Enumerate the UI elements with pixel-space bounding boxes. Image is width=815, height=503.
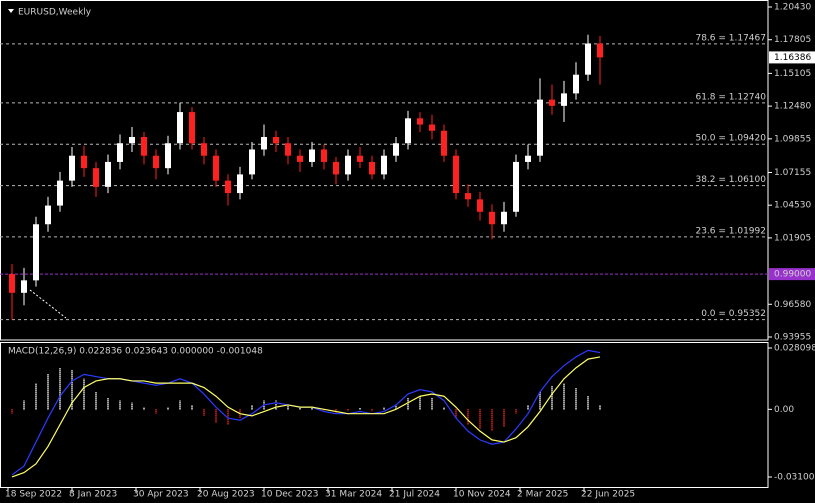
candle-body bbox=[69, 155, 75, 181]
chart-title: EURUSD,Weekly bbox=[18, 8, 92, 18]
y-tick-label: -0.031008 bbox=[774, 473, 815, 483]
candle-body bbox=[45, 205, 51, 225]
macd-pane-frame bbox=[0, 342, 769, 488]
candle-body bbox=[249, 149, 255, 175]
candle-body bbox=[357, 155, 363, 162]
candle-body bbox=[285, 143, 291, 156]
y-tick-label: 0.00 bbox=[774, 405, 794, 415]
y-tick-label: 1.07155 bbox=[774, 168, 811, 178]
candle-body bbox=[165, 143, 171, 169]
x-tick-label: 31 Mar 2024 bbox=[325, 490, 382, 500]
x-tick-label: 2 Mar 2025 bbox=[517, 490, 568, 500]
current-price-label: 1.16386 bbox=[774, 53, 811, 63]
current-price-box bbox=[769, 51, 815, 64]
fib-label: 23.6 = 1.01992 bbox=[695, 226, 766, 236]
fib-label: 78.6 = 1.17467 bbox=[695, 33, 766, 43]
y-tick-label: 1.04530 bbox=[774, 201, 811, 211]
candle-body bbox=[9, 274, 15, 293]
y-tick-label: 0.96580 bbox=[774, 300, 811, 310]
y-tick-label: 1.09855 bbox=[774, 134, 811, 144]
candle-body bbox=[501, 211, 507, 225]
candle-body bbox=[153, 155, 159, 169]
candle-body bbox=[213, 155, 219, 181]
candle-body bbox=[237, 174, 243, 194]
candle-body bbox=[405, 118, 411, 144]
candle-body bbox=[141, 137, 147, 156]
candle-body bbox=[117, 143, 123, 162]
candle-body bbox=[105, 161, 111, 187]
candle-body bbox=[561, 93, 567, 106]
x-tick-label: 10 Dec 2023 bbox=[261, 490, 319, 500]
y-tick-label: 1.01905 bbox=[774, 233, 811, 243]
candle-body bbox=[429, 124, 435, 131]
candle-body bbox=[273, 137, 279, 144]
y-tick-label: 1.15105 bbox=[774, 69, 811, 79]
y-tick-label: 1.20430 bbox=[774, 3, 811, 13]
candle-body bbox=[321, 149, 327, 162]
candle-body bbox=[585, 43, 591, 75]
candle-body bbox=[477, 199, 483, 212]
candle-body bbox=[489, 211, 495, 225]
candle-body bbox=[177, 112, 183, 144]
candle-body bbox=[189, 112, 195, 144]
candle-body bbox=[201, 143, 207, 156]
fib-label: 0.0 = 0.95352 bbox=[701, 309, 766, 319]
x-tick-label: 8 Jan 2023 bbox=[69, 490, 117, 500]
candle-body bbox=[225, 180, 231, 194]
x-tick-label: 20 Aug 2023 bbox=[197, 490, 255, 500]
x-tick-label: 22 Jun 2025 bbox=[581, 490, 635, 500]
candle-body bbox=[465, 193, 471, 200]
level-label: 0.99000 bbox=[774, 270, 811, 280]
x-tick-label: 30 Apr 2023 bbox=[133, 490, 189, 500]
candle-body bbox=[441, 130, 447, 156]
signal-line bbox=[11, 356, 601, 478]
y-tick-label: 0.028098 bbox=[774, 343, 815, 353]
candle-body bbox=[57, 180, 63, 206]
candle-body bbox=[297, 155, 303, 162]
candle-body bbox=[393, 143, 399, 156]
candle-body bbox=[261, 137, 267, 150]
candle-body bbox=[549, 99, 555, 106]
macd-title: MACD(12,26,9) 0.022836 0.023643 0.000000… bbox=[8, 347, 263, 357]
x-tick-label: 18 Sep 2022 bbox=[5, 490, 62, 500]
y-tick-label: 1.12480 bbox=[774, 102, 811, 112]
candle-body bbox=[33, 224, 39, 281]
candle-body bbox=[21, 280, 27, 293]
y-tick-label: 1.17805 bbox=[774, 35, 811, 45]
candle-body bbox=[369, 161, 375, 175]
candle-body bbox=[453, 155, 459, 194]
candle-body bbox=[537, 99, 543, 156]
main-pane-frame bbox=[0, 0, 769, 341]
fib-label: 38.2 = 1.06100 bbox=[695, 175, 766, 185]
candle-body bbox=[129, 137, 135, 144]
fib-label: 50.0 = 1.09420 bbox=[695, 134, 766, 144]
y-tick-label: 0.93955 bbox=[774, 332, 811, 342]
candle-body bbox=[417, 118, 423, 125]
candle-body bbox=[573, 74, 579, 94]
candle-body bbox=[381, 155, 387, 175]
menu-arrow[interactable] bbox=[8, 9, 14, 13]
candle-body bbox=[81, 155, 87, 169]
fib-label: 61.8 = 1.12740 bbox=[695, 92, 766, 102]
candle-body bbox=[93, 168, 99, 187]
candle-body bbox=[345, 155, 351, 175]
candle-body bbox=[309, 149, 315, 162]
candle-body bbox=[597, 43, 603, 58]
candle-body bbox=[333, 161, 339, 175]
x-tick-label: 21 Jul 2024 bbox=[389, 490, 440, 500]
candle-body bbox=[513, 161, 519, 212]
level-box bbox=[769, 268, 815, 281]
candle-body bbox=[525, 155, 531, 162]
x-tick-label: 10 Nov 2024 bbox=[453, 490, 511, 500]
